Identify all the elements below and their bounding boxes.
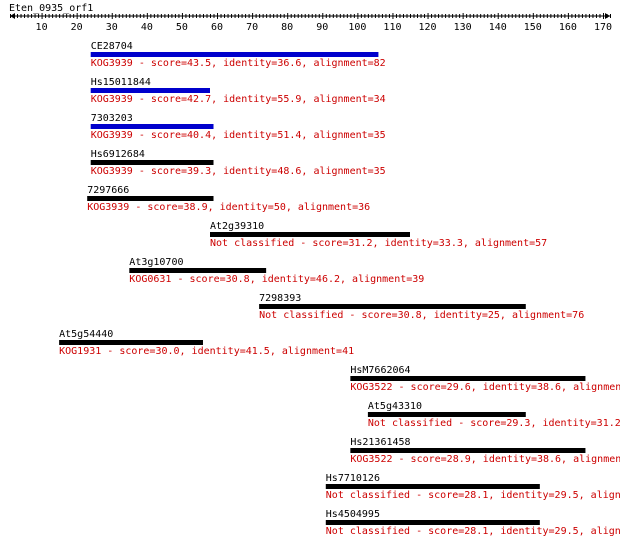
hit-description: Not classified - score=28.1, identity=29…	[326, 526, 620, 537]
hit-bar[interactable]	[129, 268, 267, 273]
hit-bar[interactable]	[90, 52, 379, 57]
hit-row[interactable]: At3g10700 KOG0631 - score=30.8, identity=…	[129, 257, 424, 285]
hit-description: Not classified - score=29.3, identity=31…	[368, 418, 620, 429]
hit-row[interactable]: Hs21361458 KOG3522 - score=28.9, identity…	[350, 437, 620, 465]
hit-bar[interactable]	[90, 124, 214, 129]
hit-name[interactable]: At5g43310	[368, 401, 422, 412]
ruler-axis: 10 20 30 40 50 60 70 80 90 100 110 120 130 140 150 160 1…	[10, 13, 612, 33]
hit-row[interactable]: CE28704 KOG3939 - score=43.5, identity=36…	[90, 41, 386, 69]
hit-name[interactable]: Hs15011844	[91, 77, 151, 88]
hit-row[interactable]: Hs7710126 Not classified - score=28.1, id…	[325, 473, 620, 501]
hit-bar[interactable]	[350, 448, 586, 453]
hit-name[interactable]: 7298393	[259, 293, 301, 304]
ruler-tick-label: 10	[36, 22, 48, 33]
hit-name[interactable]: 7297666	[87, 185, 129, 196]
hit-description: KOG0631 - score=30.8, identity=46.2, ali…	[129, 274, 424, 285]
hit-bar[interactable]	[87, 196, 214, 201]
hit-name[interactable]: At2g39310	[210, 221, 264, 232]
ruler-tick-label: 30	[106, 22, 118, 33]
hit-bar[interactable]	[59, 340, 203, 345]
hit-name[interactable]: HsM7662064	[350, 365, 410, 376]
ruler-tick-label: 130	[454, 22, 472, 33]
hit-description: KOG3522 - score=29.6, identity=38.6, ali…	[350, 382, 620, 393]
hit-name[interactable]: 7303203	[91, 113, 133, 124]
hit-description: KOG3939 - score=43.5, identity=36.6, ali…	[91, 58, 386, 69]
hit-description: KOG1931 - score=30.0, identity=41.5, ali…	[59, 346, 354, 357]
hit-name[interactable]: CE28704	[91, 41, 133, 52]
hit-name[interactable]: At5g54440	[59, 329, 113, 340]
hit-description: KOG3939 - score=42.7, identity=55.9, ali…	[91, 94, 386, 105]
hit-row[interactable]: Hs15011844 KOG3939 - score=42.7, identity…	[90, 77, 386, 105]
hit-description: Not classified - score=28.1, identity=29…	[326, 490, 620, 501]
ruler-tick-label: 100	[348, 22, 366, 33]
hit-description: KOG3939 - score=39.3, identity=48.6, ali…	[91, 166, 386, 177]
hit-bar[interactable]	[90, 88, 210, 93]
hit-row[interactable]: HsM7662064 KOG3522 - score=29.6, identity…	[350, 365, 620, 393]
hit-name[interactable]: Hs4504995	[326, 509, 380, 520]
ruler-tick-label: 150	[524, 22, 542, 33]
ruler-tick-label: 40	[141, 22, 153, 33]
ruler-tick-label: 160	[559, 22, 577, 33]
hit-list: CE28704 KOG3939 - score=43.5, identity=36…	[59, 41, 620, 537]
hit-description: KOG3939 - score=40.4, identity=51.4, ali…	[91, 130, 386, 141]
hit-description: Not classified - score=30.8, identity=25…	[259, 310, 584, 321]
hit-row[interactable]: 7298393 Not classified - score=30.8, iden…	[259, 293, 584, 321]
ruler-tick-label: 170	[594, 22, 612, 33]
hit-name[interactable]: At3g10700	[129, 257, 183, 268]
ruler-tick-label: 90	[316, 22, 328, 33]
hit-bar[interactable]	[325, 520, 540, 525]
hit-bar[interactable]	[325, 484, 540, 489]
hit-row[interactable]: At5g54440 KOG1931 - score=30.0, identity=…	[59, 329, 354, 357]
hit-name[interactable]: Hs21361458	[350, 437, 410, 448]
ruler-arrow-right-icon	[605, 13, 610, 19]
hit-row[interactable]: 7297666 KOG3939 - score=38.9, identity=50…	[87, 185, 370, 213]
hit-bar[interactable]	[90, 160, 214, 165]
hit-description: Not classified - score=31.2, identity=33…	[210, 238, 547, 249]
hit-row[interactable]: 7303203 KOG3939 - score=40.4, identity=51…	[90, 113, 386, 141]
hit-row[interactable]: Hs6912684 KOG3939 - score=39.3, identity=…	[90, 149, 386, 177]
query-title: Eten_0935_orf1	[9, 3, 93, 14]
ruler-tick-label: 110	[383, 22, 401, 33]
hit-row[interactable]: At5g43310 Not classified - score=29.3, id…	[367, 401, 620, 429]
hit-bar[interactable]	[350, 376, 586, 381]
hit-bar[interactable]	[367, 412, 526, 417]
ruler-tick-label: 20	[71, 22, 83, 33]
ruler-tick-label: 70	[246, 22, 258, 33]
hit-row[interactable]: Hs4504995 Not classified - score=28.1, id…	[325, 509, 620, 537]
hit-bar[interactable]	[259, 304, 526, 309]
ruler-tick-label: 120	[419, 22, 437, 33]
hit-row[interactable]: At2g39310 Not classified - score=31.2, id…	[210, 221, 547, 249]
hit-bar[interactable]	[210, 232, 410, 237]
ruler-tick-label: 60	[211, 22, 223, 33]
ruler-tick-label: 80	[281, 22, 293, 33]
hit-name[interactable]: Hs6912684	[91, 149, 145, 160]
hit-name[interactable]: Hs7710126	[326, 473, 380, 484]
ruler-tick-label: 50	[176, 22, 188, 33]
hit-description: KOG3939 - score=38.9, identity=50, align…	[87, 202, 370, 213]
hit-description: KOG3522 - score=28.9, identity=38.6, ali…	[350, 454, 620, 465]
ruler-tick-label: 140	[489, 22, 507, 33]
